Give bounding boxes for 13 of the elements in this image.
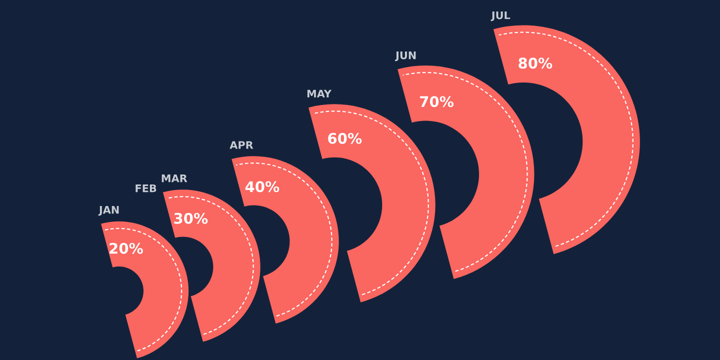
- data-label: 20%: [110, 242, 143, 254]
- category-label: MAY: [307, 90, 332, 98]
- category-label: APR: [230, 141, 254, 149]
- data-label: 40%: [245, 181, 280, 192]
- data-label: 60%: [328, 132, 362, 144]
- category-label: JAN: [98, 206, 119, 216]
- category-label: MAR: [162, 174, 188, 182]
- data-label: 70%: [420, 96, 454, 108]
- category-label: JUL: [490, 11, 510, 22]
- data-label: 30%: [174, 212, 208, 224]
- category-label: FEB: [136, 184, 156, 192]
- data-label: 80%: [518, 58, 552, 69]
- category-label: JUN: [394, 51, 416, 62]
